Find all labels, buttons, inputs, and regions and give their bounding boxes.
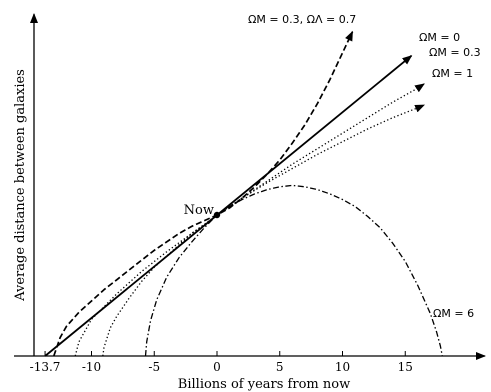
x-tick: -10 bbox=[82, 351, 101, 374]
x-tick-label: -5 bbox=[148, 360, 160, 374]
series-label: ΩM = 6 bbox=[433, 307, 474, 320]
series-label: ΩM = 0 bbox=[419, 31, 460, 44]
x-tick-label: 0 bbox=[213, 360, 221, 374]
x-axis-label: Billions of years from now bbox=[178, 377, 350, 392]
lambda-curve bbox=[52, 30, 354, 357]
now-label: Now bbox=[184, 203, 214, 218]
y-axis-label: Average distance between galaxies bbox=[13, 69, 28, 302]
omega-0-line bbox=[44, 55, 413, 357]
x-tick-label: -13.7 bbox=[30, 360, 61, 374]
x-axis-ticks: -13.7 -10 -5 0 5 10 15 bbox=[30, 351, 413, 374]
series-label: ΩM = 0.3, ΩΛ = 0.7 bbox=[248, 13, 356, 26]
series-curves bbox=[44, 30, 443, 357]
series-label: ΩM = 0.3 bbox=[429, 46, 481, 59]
x-tick: 10 bbox=[335, 351, 350, 374]
series-label: ΩM = 1 bbox=[432, 67, 473, 80]
x-tick-label: 5 bbox=[276, 360, 284, 374]
x-tick: 0 bbox=[213, 351, 221, 374]
series-labels: ΩM = 0.3, ΩΛ = 0.7 ΩM = 0 ΩM = 0.3 ΩM = 1 ΩM… bbox=[248, 13, 481, 320]
x-tick-label: 15 bbox=[398, 360, 413, 374]
x-tick: 15 bbox=[398, 351, 413, 374]
x-tick-label: 10 bbox=[335, 360, 350, 374]
x-tick: 5 bbox=[276, 351, 284, 374]
omega-0-3-curve bbox=[74, 83, 425, 357]
x-tick: -5 bbox=[148, 351, 160, 374]
now-marker bbox=[213, 211, 221, 219]
x-tick-label: -10 bbox=[82, 360, 101, 374]
